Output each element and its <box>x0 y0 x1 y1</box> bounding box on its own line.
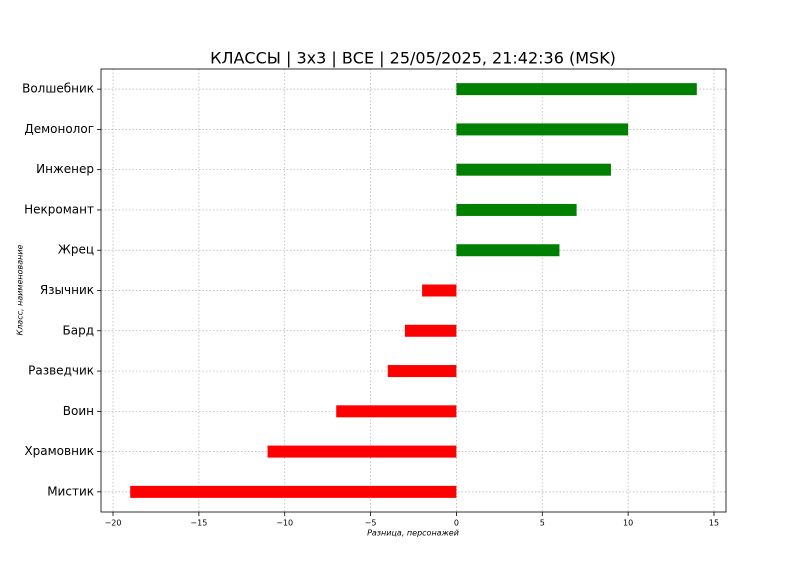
x-tick-label: −10 <box>276 519 293 528</box>
x-tick-label: 10 <box>623 519 633 528</box>
bar <box>456 244 560 257</box>
x-tick-label: 15 <box>709 519 719 528</box>
x-tick-label: −20 <box>105 519 122 528</box>
y-tick-label: Некромант <box>24 202 94 216</box>
bar <box>387 365 457 378</box>
x-tick-label: −15 <box>190 519 207 528</box>
y-tick-label: Жрец <box>58 243 94 257</box>
y-tick-label: Разведчик <box>28 364 94 378</box>
y-tick-label: Волшебник <box>22 82 94 96</box>
chart-title: КЛАССЫ | 3x3 | ВСЕ | 25/05/2025, 21:42:3… <box>210 49 616 68</box>
x-axis-label: Разница, персонажей <box>367 529 459 538</box>
x-tick-label: 5 <box>540 519 545 528</box>
bar <box>336 405 457 418</box>
y-axis-label: Класс, наименование <box>16 244 25 335</box>
bar <box>267 445 457 458</box>
plot-frame <box>100 68 727 513</box>
bar <box>456 163 611 176</box>
y-tick-label: Язычник <box>40 283 94 297</box>
bar <box>130 485 457 498</box>
y-tick-label: Демонолог <box>24 122 94 136</box>
x-tick-label: 0 <box>454 519 459 528</box>
y-tick-label: Храмовник <box>24 444 94 458</box>
x-tick-label: −5 <box>365 519 377 528</box>
bar <box>456 203 577 216</box>
bar <box>422 284 457 297</box>
bar <box>404 324 457 337</box>
y-tick-label: Мистик <box>47 484 94 498</box>
y-tick-label: Инженер <box>36 162 94 176</box>
y-tick-label: Бард <box>63 323 95 337</box>
y-tick-label: Воин <box>63 404 94 418</box>
bar <box>456 83 697 96</box>
bar <box>456 123 629 136</box>
